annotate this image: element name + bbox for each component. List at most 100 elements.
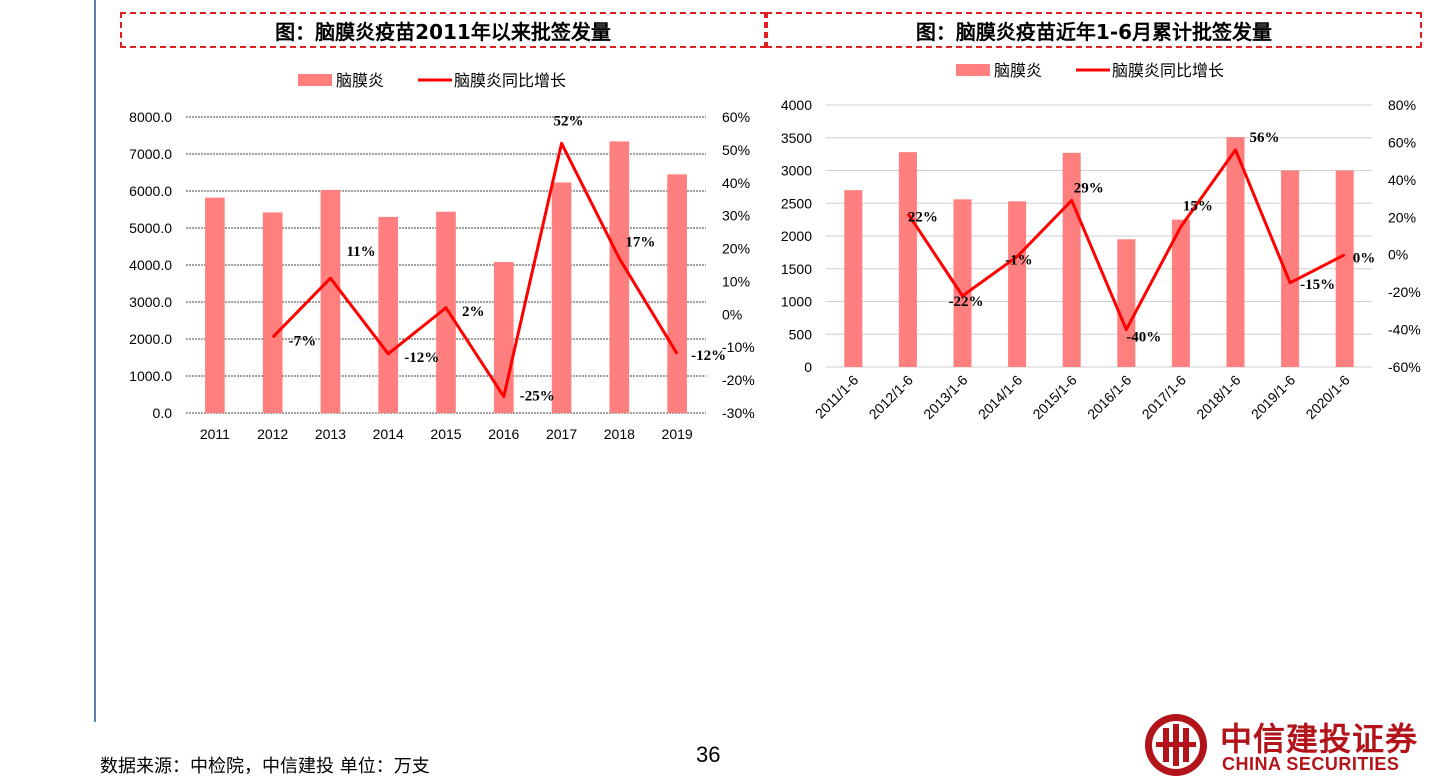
growth-data-label: 0% [1353,251,1376,267]
growth-line [271,141,679,399]
data-source-note: 数据来源：中检院，中信建投 单位：万支 [100,756,430,777]
y-right-tick-label: 0% [1388,247,1408,263]
bar [378,216,399,413]
bar [320,189,341,413]
y-left-tick-label: 3500 [781,130,812,146]
bar [1117,239,1136,367]
y-left-tick-label: 8000.0 [129,109,172,125]
y-left-tick-label: 2000 [781,228,812,244]
bar [436,211,456,413]
y-left-tick-label: 7000.0 [129,146,172,162]
growth-line [906,148,1346,332]
y-right-tick-label: 60% [722,109,750,125]
y-left-tick-label: 1500 [781,261,812,277]
y-right-tick-label: -60% [1388,359,1421,375]
bar [667,174,687,413]
y-right-tick-label: -30% [722,405,755,421]
y-right-tick-label: 20% [722,241,750,257]
bar [262,212,283,413]
growth-data-label: 11% [346,244,375,260]
page-number: 36 [696,742,721,767]
bar [1281,170,1300,367]
y-right-tick-label: -40% [1388,322,1421,338]
bar [898,152,917,367]
legend-label-line: 脑膜炎同比增长 [454,72,566,90]
x-tick-label: 2012/1-6 [866,372,917,423]
growth-data-label: -22% [949,294,984,310]
growth-data-label: 17% [625,234,655,250]
x-tick-label: 2017/1-6 [1139,372,1190,423]
x-tick-label: 2018 [604,426,635,442]
growth-data-label: 56% [1250,130,1280,146]
x-tick-label: 2016 [488,426,519,442]
y-left-tick-label: 0 [804,359,812,375]
growth-data-label: -12% [691,348,726,364]
chart-legend: 脑膜炎 脑膜炎同比增长 [298,72,566,90]
x-tick-label: 2019 [662,426,693,442]
y-right-tick-label: 0% [722,306,742,322]
legend-swatch-bar [298,74,332,86]
logo-english-name: CHINA SECURITIES [1222,754,1400,774]
right-chart-title: 图：脑膜炎疫苗近年1-6月累计批签发量 [766,12,1422,48]
y-left-tick-label: 4000 [781,97,812,113]
y-left-tick-label: 1000.0 [129,368,172,384]
y-right-tick-label: -20% [1388,284,1421,300]
x-tick-label: 2018/1-6 [1193,372,1244,423]
legend-label-line: 脑膜炎同比增长 [1112,62,1224,80]
growth-data-label: -1% [1005,253,1033,269]
y-left-tick-label: 3000.0 [129,294,172,310]
x-tick-label: 2014/1-6 [975,372,1026,423]
bar [953,199,972,367]
growth-data-label: -15% [1300,277,1335,293]
y-right-tick-label: 80% [1388,97,1416,113]
chart-legend: 脑膜炎 脑膜炎同比增长 [956,62,1224,80]
bar [1335,170,1354,367]
bar [1171,219,1190,367]
x-tick-label: 2017 [546,426,577,442]
legend-label-bar: 脑膜炎 [336,72,384,90]
growth-data-label: 52% [554,113,584,129]
growth-data-label: 15% [1183,199,1213,215]
growth-data-label: 22% [908,210,938,226]
y-left-tick-label: 500 [789,326,813,342]
x-tick-label: 2013 [315,426,346,442]
growth-data-label: -7% [289,333,317,349]
y-right-tick-label: 20% [1388,209,1416,225]
company-logo: 中信建投证券 CHINA SECURITIES [1142,712,1432,778]
growth-data-label: -40% [1126,330,1161,346]
growth-data-label: -12% [404,350,439,366]
left-chart: 脑膜炎 脑膜炎同比增长 0.0 1000.0 2000.0 3000.0 4000.0 500… [129,72,755,442]
y-right-tick-label: -10% [722,339,755,355]
growth-data-label: -25% [520,389,555,405]
x-tick-label: 2015/1-6 [1029,372,1080,423]
y-right-tick-label: 30% [722,208,750,224]
x-tick-label: 2019/1-6 [1248,372,1299,423]
y-right-tick-label: 10% [722,273,750,289]
right-chart: 脑膜炎 脑膜炎同比增长 0 500 1000 1500 2000 2500 3000 3500 40… [781,62,1421,423]
left-margin-rule [94,0,96,722]
growth-data-label: 2% [462,304,485,320]
y-right-tick-label: 50% [722,142,750,158]
legend-swatch-bar [956,64,990,76]
bar [609,141,630,414]
x-tick-label: 2016/1-6 [1084,372,1135,423]
y-left-tick-label: 6000.0 [129,183,172,199]
bar [551,182,572,413]
y-right-tick-label: 40% [1388,172,1416,188]
y-left-tick-label: 3000 [781,163,812,179]
x-tick-label: 2011 [200,426,230,442]
x-tick-label: 2012 [257,426,288,442]
bar [1008,201,1027,367]
x-tick-label: 2014 [373,426,404,442]
y-left-tick-label: 2500 [781,195,812,211]
y-right-tick-label: -20% [722,372,755,388]
bar [1226,137,1245,367]
left-chart-title: 图：脑膜炎疫苗2011年以来批签发量 [120,12,766,48]
bar [844,190,863,367]
y-left-tick-label: 0.0 [153,405,173,421]
y-left-tick-label: 2000.0 [129,331,172,347]
legend-label-bar: 脑膜炎 [994,62,1042,80]
logo-emblem-icon [1145,714,1207,776]
y-right-tick-label: 40% [722,175,750,191]
x-tick-label: 2011/1-6 [812,372,862,422]
